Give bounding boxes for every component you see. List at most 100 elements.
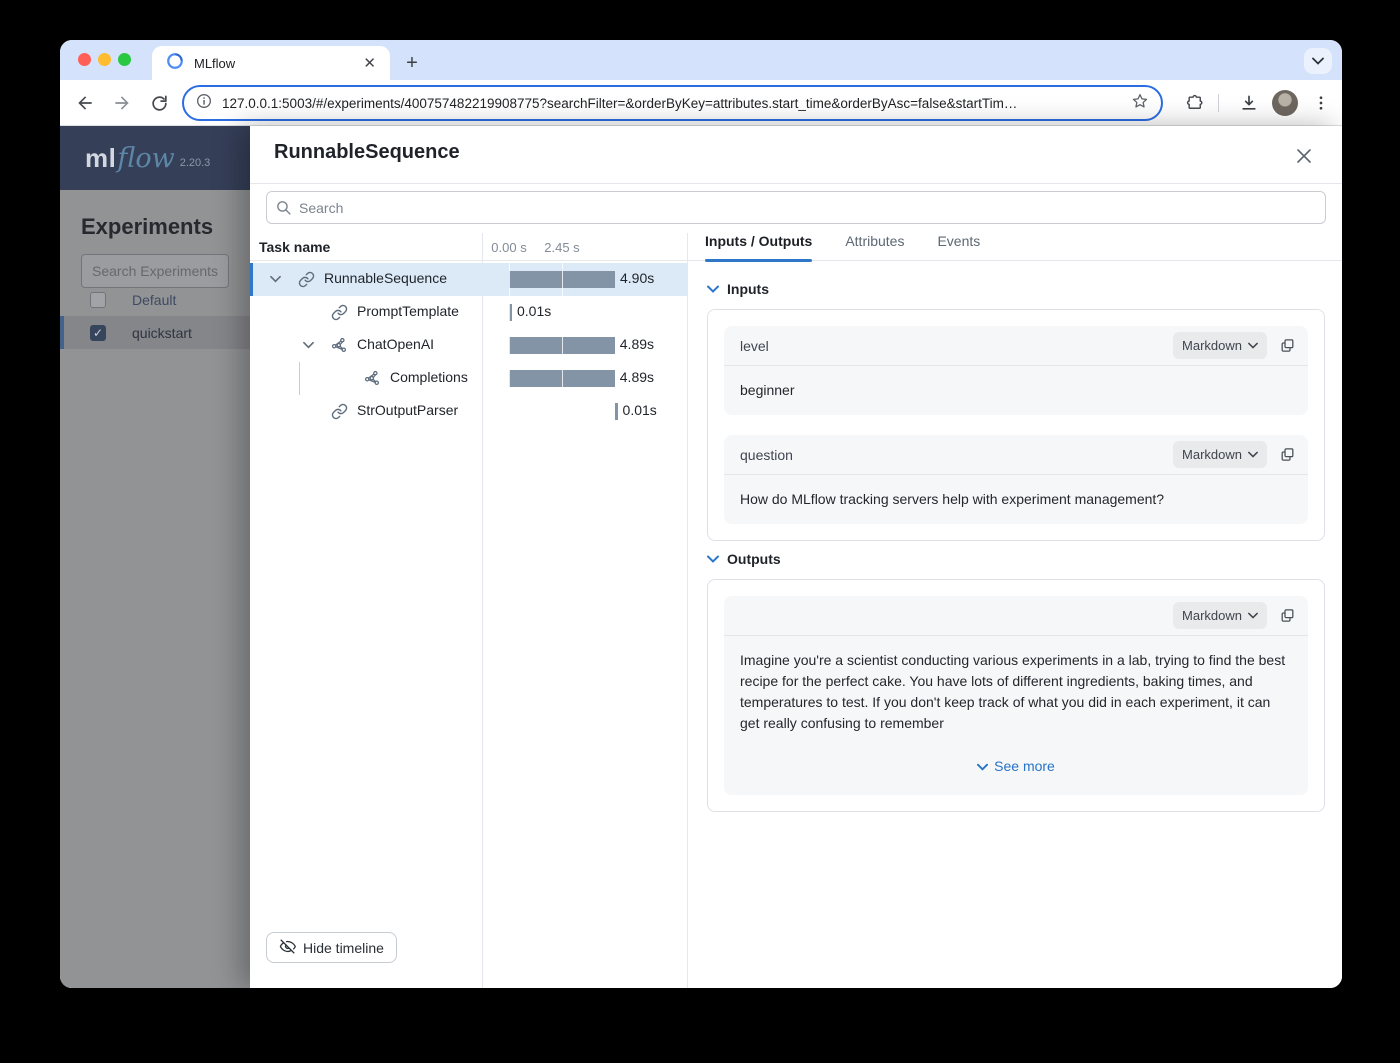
kv-header: question Markdown (724, 435, 1308, 475)
duration-bar (614, 403, 618, 420)
format-select[interactable]: Markdown (1173, 441, 1267, 468)
task-row-chatopenai[interactable]: ChatOpenAI 4.89s (250, 329, 687, 362)
chevron-down-icon (707, 555, 719, 563)
window-zoom-button[interactable] (118, 53, 131, 66)
task-name: ChatOpenAI (357, 336, 435, 352)
browser-toolbar: 127.0.0.1:5003/#/experiments/40075748221… (60, 80, 1342, 126)
tab-title: MLflow (194, 55, 236, 71)
drawer-title: RunnableSequence (274, 141, 460, 163)
tab-attributes[interactable]: Attributes (845, 233, 905, 249)
new-tab-button[interactable]: + (406, 51, 418, 74)
trace-drawer: RunnableSequence Task name 0.00 s 2.45 s (250, 126, 1342, 988)
see-more-link[interactable]: See more (740, 756, 1292, 781)
site-info-icon[interactable] (196, 93, 212, 114)
profile-avatar[interactable] (1272, 90, 1298, 116)
kv-header: Markdown (724, 596, 1308, 636)
refresh-icon[interactable] (148, 92, 170, 114)
experiment-item-quickstart[interactable]: ✓ quickstart (60, 316, 250, 349)
task-name: RunnableSequence (324, 270, 447, 286)
tab-events[interactable]: Events (937, 233, 981, 249)
download-icon[interactable] (1238, 92, 1260, 114)
task-row-prompttemplate[interactable]: PromptTemplate 0.01s (250, 296, 687, 329)
kv-value: How do MLflow tracking servers help with… (740, 491, 1165, 507)
kv-key: question (740, 446, 793, 463)
task-tree: RunnableSequence 4.90s PromptTemplate 0.01s… (250, 263, 687, 428)
duration-bar (509, 337, 615, 354)
url-bar[interactable]: 127.0.0.1:5003/#/experiments/40075748221… (182, 85, 1163, 121)
duration-bar (509, 304, 512, 321)
link-icon (297, 270, 315, 288)
kv-block: Markdown Imagine you're a scientist condu… (724, 596, 1308, 795)
duration-label: 0.01s (622, 402, 657, 418)
bookmark-star-icon[interactable] (1131, 92, 1149, 115)
link-icon (330, 303, 348, 321)
experiments-heading: Experiments (81, 214, 214, 239)
url-text[interactable]: 127.0.0.1:5003/#/experiments/40075748221… (222, 95, 1018, 111)
chevron-down-icon[interactable] (266, 270, 284, 288)
tree-connector-line (299, 362, 300, 395)
mlflow-favicon-icon (166, 52, 184, 75)
detail-tabs: Inputs / Outputs Attributes Events (705, 233, 981, 262)
chevron-down-icon[interactable] (299, 336, 317, 354)
experiments-search-input[interactable] (81, 254, 229, 288)
duration-label: 4.90s (619, 270, 655, 286)
kv-key: level (740, 337, 769, 354)
outputs-section-header[interactable]: Outputs (707, 551, 1325, 567)
checkbox-unchecked[interactable] (90, 291, 106, 308)
drawer-close-icon[interactable] (1294, 146, 1314, 166)
timeline-gridline (561, 263, 563, 428)
copy-icon[interactable] (1279, 337, 1296, 354)
eye-off-icon (279, 938, 296, 958)
kv-block: question Markdown How do MLflow tracking s… (724, 435, 1308, 524)
timeline-tick-label: 0.00 s (491, 240, 527, 255)
tab-search-chevron-icon[interactable] (1304, 48, 1332, 74)
back-icon[interactable] (74, 92, 96, 114)
checkbox-checked[interactable]: ✓ (90, 324, 106, 341)
window-close-button[interactable] (78, 53, 91, 66)
browser-tabstrip: MLflow ✕ + (60, 40, 1342, 80)
link-icon (330, 402, 348, 420)
drawer-header: RunnableSequence (250, 126, 1342, 184)
kv-value: Imagine you're a scientist conducting va… (724, 636, 1308, 795)
kv-header: level Markdown (724, 326, 1308, 366)
mlflow-version: 2.20.3 (179, 157, 211, 169)
format-select[interactable]: Markdown (1173, 332, 1267, 359)
task-row-completions[interactable]: Completions 4.89s (250, 362, 687, 395)
search-icon (275, 199, 292, 221)
duration-label: 4.89s (619, 369, 655, 385)
duration-label: 0.01s (517, 303, 552, 319)
kv-block: level Markdown beginner (724, 326, 1308, 415)
inputs-section-header[interactable]: Inputs (707, 281, 1325, 297)
copy-icon[interactable] (1279, 446, 1296, 463)
format-select[interactable]: Markdown (1173, 602, 1267, 629)
outputs-card: Markdown Imagine you're a scientist condu… (707, 579, 1325, 812)
task-name: PromptTemplate (357, 303, 459, 319)
task-row-runnablesequence[interactable]: RunnableSequence 4.90s (250, 263, 687, 296)
model-icon (330, 336, 348, 354)
chevron-down-icon (707, 285, 719, 293)
timeline-gridline (509, 263, 510, 428)
trace-search-input[interactable] (266, 191, 1326, 224)
task-row-stroutputparser[interactable]: StrOutputParser 0.01s (250, 395, 687, 428)
extensions-icon[interactable] (1184, 92, 1206, 114)
forward-icon[interactable] (111, 92, 133, 114)
inputs-outputs-panel: Inputs level Markdown beginner question Mark… (687, 261, 1342, 988)
mlflow-header: ml flow 2.20.3 (60, 126, 250, 190)
tab-inputs-outputs[interactable]: Inputs / Outputs (705, 233, 813, 262)
kv-value: beginner (740, 382, 795, 398)
tree-timeline-divider (482, 233, 483, 988)
tab-close-icon[interactable]: ✕ (363, 54, 376, 72)
task-name: Completions (390, 369, 468, 385)
experiment-item-default[interactable]: Default (60, 283, 250, 316)
timeline-tick-label: 2.45 s (544, 240, 580, 255)
browser-tab[interactable]: MLflow ✕ (152, 46, 390, 80)
copy-icon[interactable] (1279, 607, 1296, 624)
model-icon (363, 369, 381, 387)
hide-timeline-button[interactable]: Hide timeline (266, 932, 397, 963)
browser-window: MLflow ✕ + 127.0.0.1:5003/# (60, 40, 1342, 988)
window-minimize-button[interactable] (98, 53, 111, 66)
menu-dots-icon[interactable] (1310, 92, 1332, 114)
